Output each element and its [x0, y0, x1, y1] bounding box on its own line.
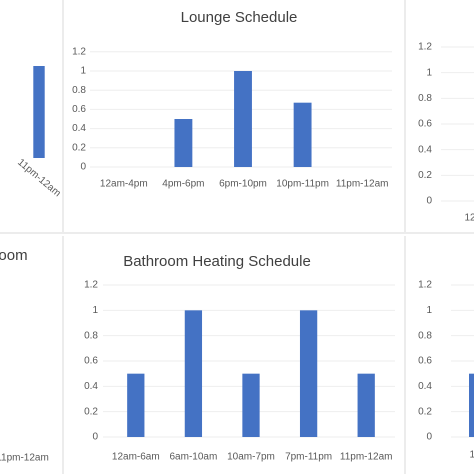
- y-tick-label: 0: [426, 432, 432, 443]
- x-tick-label: 6pm-10pm: [219, 179, 267, 190]
- x-tick-label: 10am-7pm: [227, 452, 275, 463]
- x-tick-label: 11pm-12am: [0, 453, 49, 464]
- y-tick-label: 0.2: [72, 142, 86, 153]
- bar: [469, 373, 474, 437]
- y-tick-label: 0.6: [418, 119, 432, 130]
- y-tick-label: 0: [92, 432, 98, 443]
- chart: 0 0.2 0.4 0.6 0.8 1 1.2 12: [418, 42, 474, 224]
- bar: [184, 310, 203, 437]
- chart: Bathroom Heating Schedule00.20.40.60.811…: [84, 253, 395, 463]
- y-tick-label: 0.8: [418, 330, 432, 341]
- x-tick-label: 10pm-11pm: [276, 179, 329, 190]
- y-tick-label: 0.8: [72, 85, 86, 96]
- bar: [127, 373, 145, 437]
- bar: [293, 102, 312, 167]
- y-tick-label: 0: [426, 196, 432, 207]
- y-tick-label: 1: [426, 67, 432, 78]
- y-tick-label: 0.4: [418, 144, 432, 155]
- x-tick-label: 4pm-6pm: [162, 179, 204, 190]
- bar: [33, 66, 45, 158]
- y-tick-label: 1.2: [84, 280, 98, 291]
- chart: Lounge Schedule 0 0.2 0.4 0.6 0.8 1 1.2 12am-4pm…: [72, 9, 392, 190]
- y-tick-label: 1.2: [72, 46, 86, 57]
- chart: 0 0.2 0.4 0.6 0.8 1 1.2 12: [418, 280, 474, 461]
- x-tick-label: 6am-10am: [169, 452, 217, 463]
- x-tick-label: 11pm-12am: [336, 179, 389, 190]
- bar: [299, 310, 318, 437]
- y-tick-label: 0.6: [418, 356, 432, 367]
- chart-title: oom: [0, 247, 28, 264]
- chart-title: Lounge Schedule: [181, 9, 298, 26]
- y-tick-label: 0.4: [72, 123, 86, 134]
- chart: oom 11pm-12am: [0, 247, 49, 464]
- bar: [234, 71, 252, 167]
- bar: [242, 373, 260, 437]
- y-tick-label: 0.6: [84, 356, 98, 367]
- y-tick-label: 0.8: [418, 93, 432, 104]
- chart-title: Bathroom Heating Schedule: [123, 253, 311, 270]
- x-tick-label: 12: [469, 450, 474, 461]
- bar: [357, 373, 375, 437]
- y-tick-label: 1: [80, 66, 86, 77]
- y-tick-label: 0: [80, 162, 86, 173]
- y-tick-label: 0.6: [72, 104, 86, 115]
- y-tick-label: 0.2: [418, 170, 432, 181]
- y-tick-label: 1: [92, 305, 98, 316]
- x-tick-label: 12am-6am: [112, 452, 160, 463]
- y-tick-label: 0.2: [418, 406, 432, 417]
- y-tick-label: 0.2: [84, 406, 98, 417]
- y-tick-label: 1.2: [418, 280, 432, 291]
- y-tick-label: 1.2: [418, 42, 432, 53]
- x-tick-label: 12: [464, 213, 474, 224]
- y-tick-label: 1: [426, 305, 432, 316]
- y-tick-label: 0.4: [84, 381, 98, 392]
- x-tick-label: 11pm-12am: [340, 452, 393, 463]
- y-tick-label: 0.4: [418, 381, 432, 392]
- x-tick-label: 12am-4pm: [100, 179, 148, 190]
- bar: [174, 119, 193, 167]
- x-tick-label: 7pm-11pm: [285, 452, 332, 463]
- y-tick-label: 0.8: [84, 330, 98, 341]
